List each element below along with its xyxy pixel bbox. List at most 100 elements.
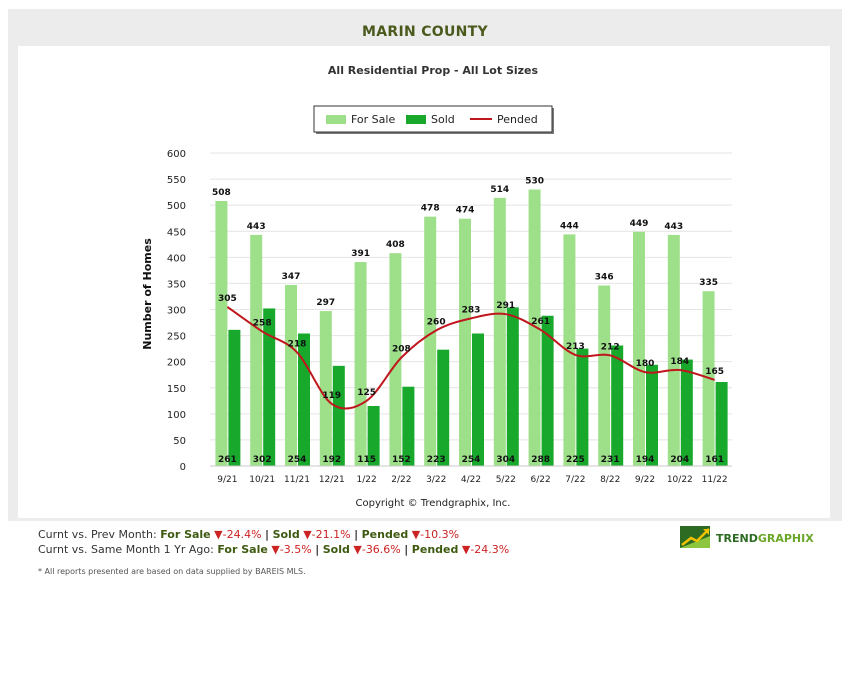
- y-tick-label: 350: [167, 279, 186, 290]
- yr-pended-label: Pended: [411, 543, 459, 556]
- year-ago-row: Curnt vs. Same Month 1 Yr Ago: For Sale …: [38, 542, 678, 557]
- x-tick-label: 7/22: [565, 475, 585, 485]
- y-axis-label: Number of Homes: [141, 238, 154, 350]
- pended-value-label: 165: [705, 367, 724, 377]
- pended-value-label: 119: [322, 391, 341, 401]
- sold-bar: [472, 333, 484, 466]
- down-arrow-icon: ▼: [461, 543, 471, 556]
- x-tick-label: 9/21: [217, 475, 237, 485]
- sold-value-label: 288: [531, 455, 550, 465]
- x-tick-label: 10/22: [667, 475, 693, 485]
- sold-value-label: 204: [670, 455, 689, 465]
- for-sale-bar: [389, 253, 402, 466]
- sold-bar: [298, 333, 310, 466]
- page-title: MARIN COUNTY: [362, 24, 488, 40]
- sold-value-label: 261: [218, 455, 237, 465]
- down-arrow-icon: ▼: [303, 528, 312, 541]
- pended-value-label: 260: [427, 317, 446, 327]
- sold-value-label: 152: [392, 455, 411, 465]
- x-tick-label: 11/22: [702, 475, 728, 485]
- for-sale-value-label: 444: [560, 221, 579, 231]
- y-tick-label: 200: [167, 358, 186, 369]
- separator: |: [265, 528, 270, 541]
- prev-sold-label: Sold: [272, 528, 300, 541]
- for-sale-bar: [319, 311, 332, 466]
- for-sale-bar: [250, 234, 263, 466]
- x-tick-label: 10/21: [249, 475, 275, 485]
- down-arrow-icon: ▼: [214, 528, 223, 541]
- prev-for-sale-label: For Sale: [160, 528, 211, 541]
- for-sale-value-label: 391: [351, 249, 370, 259]
- separator: |: [354, 528, 359, 541]
- sold-bar: [263, 308, 276, 466]
- for-sale-value-label: 478: [421, 204, 440, 214]
- chart-legend: For Sale Sold Pended: [313, 105, 554, 134]
- sold-value-label: 194: [636, 455, 655, 465]
- sold-value-label: 304: [496, 455, 515, 465]
- for-sale-value-label: 443: [247, 222, 266, 232]
- report-frame: MARIN COUNTY All Residential Prop - All …: [8, 9, 842, 521]
- pended-value-label: 184: [670, 357, 689, 367]
- for-sale-value-label: 408: [386, 240, 405, 250]
- sold-bar: [611, 345, 624, 466]
- svg-text:TRENDGRAPHIX: TRENDGRAPHIX: [716, 532, 814, 545]
- for-sale-value-label: 346: [595, 273, 614, 283]
- prev-for-sale-value: -24.4%: [222, 528, 262, 541]
- for-sale-value-label: 449: [630, 219, 649, 229]
- chart-axes: 0 50 100 150 200 250 300 350 400 450 500 550 600 9/21…: [167, 149, 732, 485]
- x-tick-label: 5/22: [496, 475, 516, 485]
- comparison-footer: Curnt vs. Prev Month: For Sale ▼-24.4% |…: [38, 527, 678, 557]
- pended-value-label: 208: [392, 344, 411, 354]
- prev-month-row: Curnt vs. Prev Month: For Sale ▼-24.4% |…: [38, 527, 678, 542]
- pended-value-label: 305: [218, 294, 237, 304]
- sold-value-label: 302: [253, 455, 272, 465]
- sold-value-label: 231: [601, 455, 620, 465]
- legend-box: [313, 105, 553, 133]
- sold-bar: [680, 359, 693, 466]
- prev-month-label: Curnt vs. Prev Month:: [38, 528, 157, 541]
- trendgraphix-logo-icon: [680, 526, 710, 548]
- x-tick-label: 4/22: [461, 475, 481, 485]
- y-tick-label: 550: [167, 175, 186, 186]
- yr-sold-label: Sold: [322, 543, 350, 556]
- separator: |: [404, 543, 409, 556]
- x-tick-label: 3/22: [426, 475, 446, 485]
- sold-bar: [402, 386, 415, 466]
- y-tick-label: 0: [180, 462, 186, 473]
- sold-value-label: 254: [288, 455, 307, 465]
- yr-sold-value: -36.6%: [361, 543, 401, 556]
- pended-value-label: 212: [601, 342, 620, 352]
- brand-name-part1: TREND: [716, 532, 758, 545]
- sold-value-label: 225: [566, 455, 585, 465]
- sold-value-label: 192: [322, 455, 341, 465]
- down-arrow-icon: ▼: [353, 543, 362, 556]
- for-sale-bar: [424, 216, 437, 466]
- prev-pended-label: Pended: [361, 528, 409, 541]
- pended-line: [226, 306, 715, 410]
- sold-bar: [541, 315, 554, 466]
- for-sale-bar: [215, 200, 228, 466]
- legend-swatch: [406, 115, 426, 124]
- chart-panel: All Residential Prop - All Lot Sizes 508…: [18, 46, 830, 518]
- for-sale-value-label: 474: [456, 206, 475, 216]
- year-ago-label: Curnt vs. Same Month 1 Yr Ago:: [38, 543, 214, 556]
- chart-labels: 508 261 443 302 347 254 297 192 391 115 408 152 478 2…: [212, 177, 724, 465]
- pended-value-label: 258: [253, 318, 272, 328]
- chart-pended-line: [226, 306, 715, 410]
- for-sale-bar: [493, 197, 506, 466]
- chart-bars: [215, 189, 728, 466]
- chart: All Residential Prop - All Lot Sizes 508…: [141, 64, 732, 509]
- for-sale-value-label: 347: [282, 272, 301, 282]
- for-sale-bar: [528, 189, 541, 466]
- for-sale-bar: [667, 234, 680, 466]
- sold-bar: [332, 365, 345, 466]
- for-sale-bar: [459, 218, 471, 466]
- for-sale-value-label: 297: [316, 298, 335, 308]
- y-tick-label: 450: [167, 227, 186, 238]
- sold-bar: [715, 382, 728, 466]
- sold-bar: [646, 364, 658, 466]
- x-tick-label: 1/22: [356, 475, 376, 485]
- y-tick-label: 600: [167, 149, 186, 160]
- sold-bar: [437, 349, 450, 466]
- yr-for-sale-value: -3.5%: [279, 543, 312, 556]
